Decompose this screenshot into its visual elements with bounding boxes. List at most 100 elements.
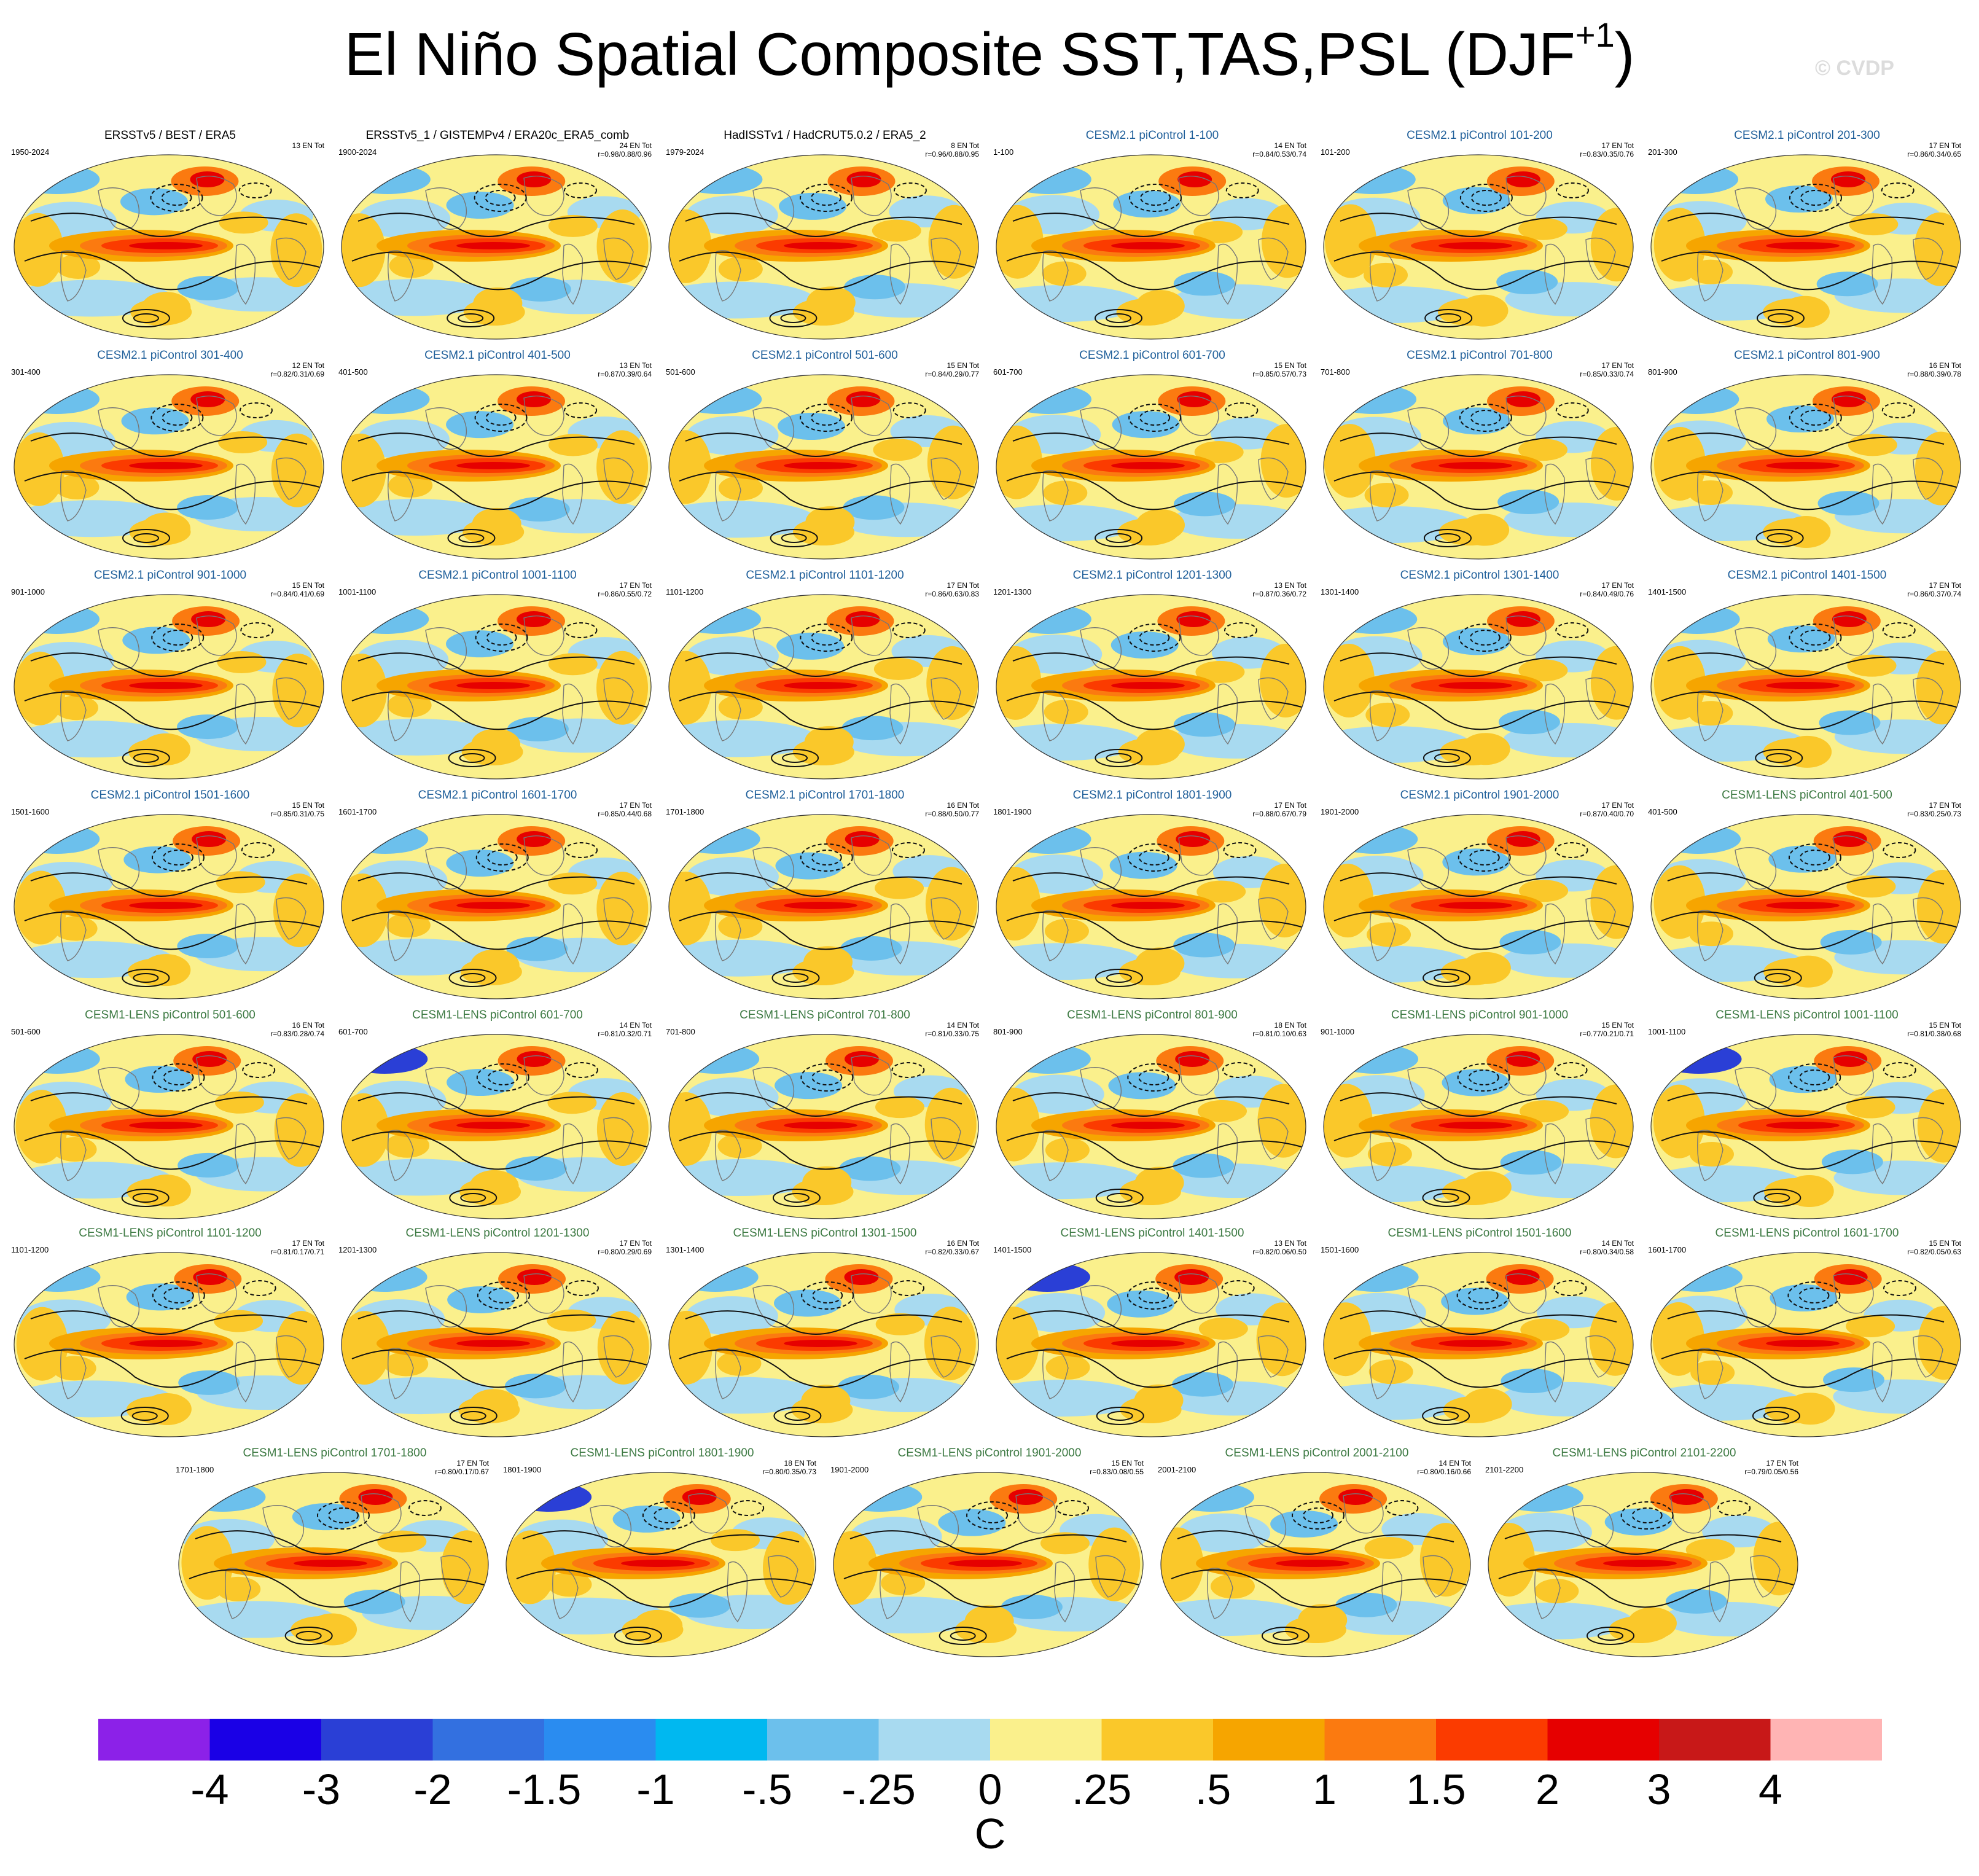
cool-anomaly-patch xyxy=(686,856,779,896)
pattern-correlation: r=0.87/0.40/0.70 xyxy=(1580,810,1634,818)
psl-low-contour xyxy=(564,182,598,198)
nino-sst-tongue xyxy=(456,1122,530,1129)
continent-outline xyxy=(1407,1067,1450,1109)
aleutian-low-contour xyxy=(150,404,204,432)
psl-contour-solid xyxy=(516,1569,812,1608)
warm-anomaly-patch xyxy=(377,1530,427,1553)
colorbar xyxy=(98,1719,1882,1761)
panel-title: CESM2.1 piControl 1501-1600 xyxy=(90,789,250,802)
psl-high-contour xyxy=(458,533,485,543)
psl-contour-solid xyxy=(679,471,975,510)
aleutian-low-contour xyxy=(1798,1288,1830,1303)
warm-anomaly-patch xyxy=(596,871,649,945)
psl-contour-solid xyxy=(24,911,320,950)
composite-map xyxy=(1323,374,1634,560)
pattern-correlation: r=0.85/0.57/0.73 xyxy=(1252,370,1306,378)
continent-outline xyxy=(523,615,564,656)
psl-contour-solid xyxy=(30,652,308,677)
warm-anomaly-patch xyxy=(1256,1302,1306,1377)
warm-anomaly-patch xyxy=(275,1311,324,1385)
psl-contour-solid xyxy=(357,652,635,677)
cool-anomaly-patch xyxy=(1107,1290,1175,1318)
warm-anomaly-patch xyxy=(1518,217,1568,240)
psl-high-contour xyxy=(1434,753,1460,763)
continent-outline xyxy=(1244,1505,1287,1547)
event-count: 18 EN Tot xyxy=(1274,1021,1306,1030)
composite-map xyxy=(996,814,1306,999)
panel-stats: 17 EN Tot r=0.86/0.63/0.83 xyxy=(925,581,979,598)
southern-warm-patch xyxy=(463,518,525,545)
psl-high-contour xyxy=(1423,969,1471,987)
cool-anomaly-patch xyxy=(125,1065,193,1093)
continent-outline xyxy=(196,835,237,876)
arctic-warm-core xyxy=(846,171,881,187)
map-border xyxy=(341,814,652,999)
arctic-warm-core xyxy=(1174,1269,1209,1285)
psl-high-contour xyxy=(284,1627,333,1645)
continent-outline xyxy=(1343,1493,1384,1534)
continent-outline xyxy=(1080,407,1122,450)
psl-low-contour xyxy=(1883,1280,1916,1296)
warm-anomaly-patch xyxy=(270,213,322,287)
high-latitude-cool-patch xyxy=(342,1044,428,1074)
composite-panel: CESM1-LENS piControl 501-600 501-600 16 EN… xyxy=(7,1009,333,1224)
psl-low-contour xyxy=(241,842,275,858)
map-border xyxy=(668,814,979,999)
aleutian-low-contour xyxy=(1789,404,1842,432)
event-count: 17 EN Tot xyxy=(1601,361,1634,370)
continent-outline xyxy=(1833,1055,1874,1096)
nino-sst-tongue xyxy=(1766,1122,1840,1129)
warm-anomaly-patch xyxy=(1689,1142,1734,1167)
panel-title: CESM1-LENS piControl 1801-1900 xyxy=(570,1447,754,1460)
continent-outline xyxy=(1697,250,1723,302)
map-border xyxy=(341,1034,652,1219)
psl-contour-solid xyxy=(1333,251,1630,291)
psl-high-contour xyxy=(460,1193,486,1203)
cool-anomaly-patch xyxy=(1112,411,1180,439)
high-latitude-cool-patch xyxy=(1653,385,1739,414)
warm-anomaly-patch xyxy=(1534,1579,1579,1604)
cool-anomaly-patch xyxy=(1172,1372,1234,1397)
cool-anomaly-patch xyxy=(1013,1292,1106,1332)
psl-contour-solid xyxy=(351,1349,647,1388)
continent-outline xyxy=(889,1123,911,1185)
psl-high-contour xyxy=(1766,753,1792,763)
psl-contour-solid xyxy=(1333,1131,1630,1170)
warm-anomaly-patch xyxy=(1846,875,1896,898)
panel-period-label: 1401-1500 xyxy=(1648,587,1687,596)
psl-low-contour xyxy=(1555,622,1589,638)
psl-high-contour xyxy=(614,1627,662,1645)
panel-stats: 17 EN Tot r=0.80/0.29/0.69 xyxy=(598,1239,652,1256)
aleutian-low-contour xyxy=(977,1507,1009,1523)
psl-low-contour xyxy=(1883,842,1916,858)
composite-panel: CESM2.1 piControl 1301-1400 1301-1400 17 E… xyxy=(1317,569,1642,784)
warm-anomaly-patch xyxy=(1653,1084,1705,1159)
panel-period-label: 1801-1900 xyxy=(503,1465,542,1474)
panel-title: HadISSTv1 / HadCRUT5.0.2 / ERA5_2 xyxy=(724,129,926,142)
event-count: 15 EN Tot xyxy=(1929,1239,1961,1248)
panel-stats: 24 EN Tot r=0.98/0.88/0.96 xyxy=(598,141,652,158)
composite-panel: CESM2.1 piControl 1501-1600 1501-1600 15 E… xyxy=(7,789,333,1004)
event-count: 15 EN Tot xyxy=(947,361,979,370)
arctic-warm-core xyxy=(190,391,225,407)
warm-anomaly-patch xyxy=(386,913,431,938)
cool-anomaly-patch xyxy=(1817,491,1879,516)
warm-anomaly-patch xyxy=(273,873,324,947)
map-border xyxy=(996,814,1306,999)
warm-anomaly-patch xyxy=(1193,221,1243,243)
warm-anomaly-patch xyxy=(53,695,98,721)
map-border xyxy=(1650,814,1961,999)
aleutian-low-contour xyxy=(642,1501,695,1530)
panel-title: CESM2.1 piControl 1801-1900 xyxy=(1072,789,1232,802)
high-latitude-cool-patch xyxy=(1168,1482,1254,1512)
panel-title: CESM1-LENS piControl 801-900 xyxy=(1067,1009,1238,1022)
continent-outline xyxy=(889,463,911,525)
warm-anomaly-patch xyxy=(56,254,101,279)
composite-map xyxy=(668,374,979,560)
panel-stats: 15 EN Tot r=0.83/0.08/0.55 xyxy=(1090,1459,1144,1476)
warm-anomaly-patch xyxy=(1045,1138,1090,1163)
panel-stats: 13 EN Tot r=0.87/0.36/0.72 xyxy=(1252,581,1306,598)
aleutian-low-contour xyxy=(811,410,842,426)
high-latitude-cool-patch xyxy=(1004,1262,1091,1292)
colorbar-swatch xyxy=(1436,1719,1548,1761)
